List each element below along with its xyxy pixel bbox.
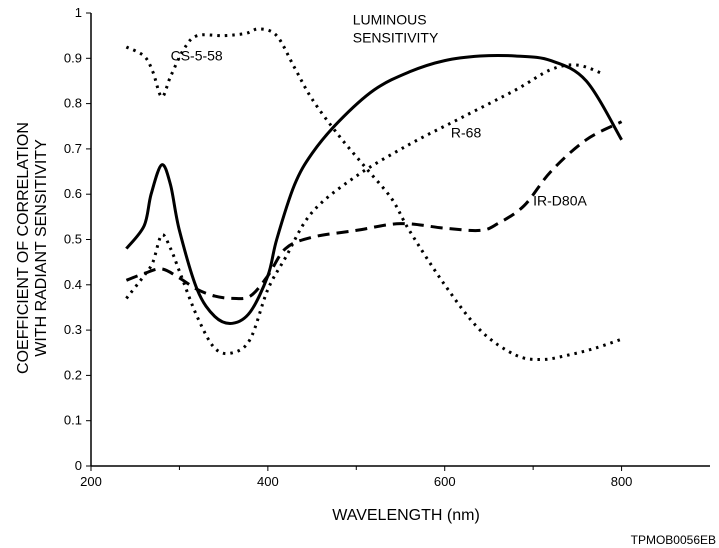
x-tick-label: 800 bbox=[611, 474, 633, 489]
axis-ticks: 0 0.1 0.2 0.3 0.4 0.5 0.6 0.7 0.8 0.9 1 200 400 600 80… bbox=[64, 5, 633, 489]
series-line-ir-d80a bbox=[125, 120, 623, 301]
series-line-cs-5-58 bbox=[125, 27, 623, 362]
curve-label: IR-D80A bbox=[533, 193, 587, 209]
x-tick-label: 200 bbox=[80, 474, 102, 489]
curve-label: LUMINOUS bbox=[353, 11, 427, 27]
y-tick-label: 1 bbox=[75, 5, 82, 20]
curve-label: SENSITIVITY bbox=[353, 29, 439, 45]
y-axis-title-line-2: WITH RADIANT SENSITIVITY bbox=[33, 139, 50, 357]
y-tick-label: 0.9 bbox=[64, 50, 82, 65]
y-axis-title-group: COEFFICIENT OF CORRELATION WITH RADIANT … bbox=[15, 122, 50, 374]
y-tick-label: 0.3 bbox=[64, 322, 82, 337]
curve-label: R-68 bbox=[451, 125, 482, 141]
y-tick-label: 0.1 bbox=[64, 413, 82, 428]
series-line-r-68 bbox=[125, 63, 605, 356]
y-tick-label: 0.2 bbox=[64, 367, 82, 382]
y-tick-label: 0.7 bbox=[64, 141, 82, 156]
y-axis-title-line-1: COEFFICIENT OF CORRELATION bbox=[15, 122, 32, 374]
y-tick-label: 0.8 bbox=[64, 96, 82, 111]
y-tick-label: 0.4 bbox=[64, 277, 82, 292]
series-line-luminous-sensitivity bbox=[125, 53, 623, 325]
y-tick-label: 0.5 bbox=[64, 232, 82, 247]
x-tick-label: 400 bbox=[257, 474, 279, 489]
curve-label: CS-5-58 bbox=[171, 48, 223, 64]
series-group bbox=[125, 27, 623, 362]
annotations: CS-5-58 LUMINOUS SENSITIVITY R-68 IR-D80A bbox=[171, 11, 588, 208]
x-axis-title: WAVELENGTH (nm) bbox=[332, 507, 480, 524]
y-tick-label: 0.6 bbox=[64, 186, 82, 201]
x-tick-label: 600 bbox=[434, 474, 456, 489]
y-tick-label: 0 bbox=[75, 458, 82, 473]
plot-frame bbox=[90, 13, 710, 467]
figure-credit: TPMOB0056EB bbox=[631, 533, 716, 547]
